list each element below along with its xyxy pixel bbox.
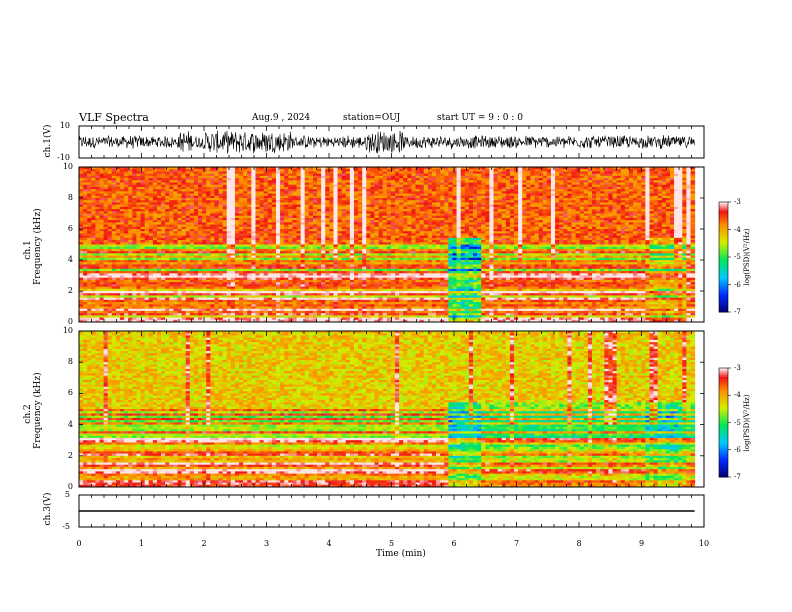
ch1-colorbar-tick: -5 [734, 253, 741, 261]
x-tick-label: 1 [132, 539, 152, 548]
ch2-ytick: 4 [68, 420, 73, 429]
ch1-colorbar [719, 202, 731, 313]
ch2-colorbar [719, 368, 731, 478]
start-time-label: start UT = 9 : 0 : 0 [437, 113, 523, 123]
x-tick-label: 0 [69, 539, 89, 548]
ch1-ytick: 10 [63, 162, 73, 171]
x-tick-label: 10 [694, 539, 714, 548]
x-tick-label: 3 [257, 539, 277, 548]
ch1-colorbar-tick: -4 [734, 226, 741, 234]
x-axis-label: Time (min) [376, 549, 426, 559]
ch3-ytick: 5 [65, 490, 70, 499]
ch1-colorbar-tick: -3 [734, 198, 741, 206]
ch1-ytick: 8 [68, 193, 73, 202]
x-tick-label: 6 [444, 539, 464, 548]
ch1-spectrogram-ylabel: ch.1 Frequency (kHz) [23, 215, 43, 285]
ch1-ytick: -10 [57, 153, 70, 162]
ch1-colorbar-tick: -6 [734, 281, 741, 289]
ch1-frequency-label: Frequency (kHz) [33, 215, 43, 285]
ch1-waveform-ylabel: ch.1(V) [43, 121, 53, 161]
ch2-colorbar-tick: -6 [734, 446, 741, 454]
ch1-colorbar-label: log(PSD)(V²/Hz) [743, 222, 751, 292]
ch1-ytick: 10 [60, 121, 70, 130]
x-tick-label: 7 [507, 539, 527, 548]
ch2-ytick: 8 [68, 357, 73, 366]
ch2-colorbar-label: log(PSD)(V²/Hz) [743, 388, 751, 458]
figure-title: VLF Spectra [79, 111, 149, 124]
ch1-spectrogram [79, 167, 695, 323]
ch3-ytick: -5 [62, 522, 70, 531]
station-label: station=OUJ [343, 113, 400, 123]
date-label: Aug.9 , 2024 [252, 113, 310, 123]
ch2-spectrogram [79, 331, 695, 488]
x-tick-label: 2 [194, 539, 214, 548]
ch2-ytick: 10 [63, 326, 73, 335]
ch1-ytick: 0 [68, 317, 73, 326]
x-tick-label: 9 [632, 539, 652, 548]
x-tick-label: 5 [382, 539, 402, 548]
ch2-colorbar-tick: -7 [734, 473, 741, 481]
ch2-channel-label: ch.2 [23, 379, 33, 449]
ch2-frequency-label: Frequency (kHz) [33, 379, 43, 449]
x-tick-label: 4 [319, 539, 339, 548]
ch2-spectrogram-ylabel: ch.2 Frequency (kHz) [23, 379, 43, 449]
ch1-colorbar-tick: -7 [734, 308, 741, 316]
ch2-ytick: 2 [68, 451, 73, 460]
ch2-colorbar-tick: -3 [734, 364, 741, 372]
ch1-ytick: 4 [68, 255, 73, 264]
ch2-colorbar-tick: -5 [734, 419, 741, 427]
ch1-waveform-trace [79, 130, 695, 153]
ch3-waveform-ylabel: ch.3(V) [43, 489, 53, 529]
ch1-channel-label: ch.1 [23, 215, 33, 285]
ch2-ytick: 6 [68, 388, 73, 397]
x-tick-label: 8 [569, 539, 589, 548]
ch2-colorbar-tick: -4 [734, 391, 741, 399]
ch1-ytick: 6 [68, 224, 73, 233]
ch1-ytick: 2 [68, 286, 73, 295]
